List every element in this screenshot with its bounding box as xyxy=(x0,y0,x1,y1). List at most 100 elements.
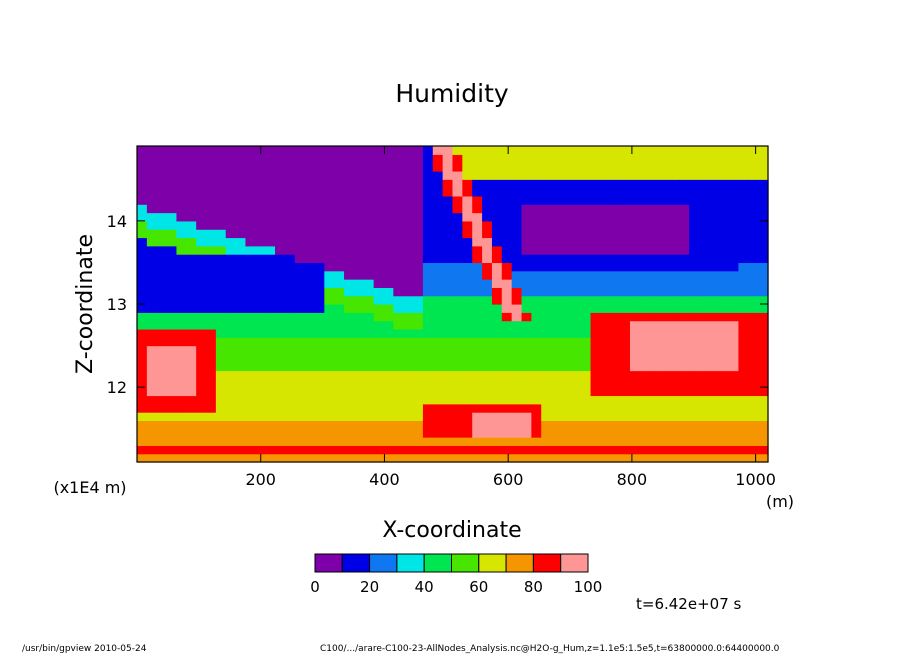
heatmap-cell xyxy=(659,420,671,430)
heatmap-cell xyxy=(472,254,483,264)
heatmap-cell xyxy=(196,187,207,197)
heatmap-cell xyxy=(294,162,306,172)
heatmap-cell xyxy=(551,328,562,338)
heatmap-cell xyxy=(620,445,631,455)
heatmap-cell xyxy=(314,295,325,305)
heatmap-cell xyxy=(206,320,217,330)
heatmap-cell xyxy=(442,378,454,388)
heatmap-cell xyxy=(265,395,276,405)
heatmap-cell xyxy=(265,270,276,280)
heatmap-cell xyxy=(196,154,207,164)
heatmap-cell xyxy=(275,295,286,305)
heatmap-cell xyxy=(639,237,651,247)
heatmap-cell xyxy=(649,412,661,422)
heatmap-cell xyxy=(235,395,247,405)
heatmap-cell xyxy=(521,195,532,205)
heatmap-cell xyxy=(304,279,316,288)
heatmap-cell xyxy=(413,195,424,205)
heatmap-cell xyxy=(472,370,483,380)
heatmap-cell xyxy=(353,162,365,172)
heatmap-cell xyxy=(580,195,592,205)
heatmap-cell xyxy=(738,220,749,230)
heatmap-cell xyxy=(659,445,671,455)
heatmap-cell xyxy=(758,204,769,214)
heatmap-cell xyxy=(314,362,325,372)
heatmap-cell xyxy=(501,395,513,405)
heatmap-cell xyxy=(639,287,651,297)
heatmap-cell xyxy=(758,220,769,230)
heatmap-cell xyxy=(560,387,572,397)
heatmap-cell xyxy=(294,179,306,189)
y-tick-label: 13 xyxy=(107,295,127,314)
heatmap-cell xyxy=(462,378,473,388)
heatmap-cell xyxy=(758,254,769,264)
heatmap-cell xyxy=(521,328,532,338)
heatmap-cell xyxy=(344,320,355,330)
heatmap-cell xyxy=(432,220,444,230)
heatmap-cell xyxy=(570,412,582,422)
heatmap-cell xyxy=(679,212,690,222)
heatmap-cell xyxy=(649,162,661,172)
heatmap-cell xyxy=(600,254,611,264)
heatmap-cell xyxy=(225,237,237,247)
heatmap-cell xyxy=(176,362,187,372)
heatmap-cell xyxy=(679,437,690,446)
heatmap-cell xyxy=(580,387,592,397)
heatmap-cell xyxy=(629,254,641,264)
heatmap-cell xyxy=(344,453,355,463)
heatmap-cell xyxy=(265,304,276,313)
heatmap-cell xyxy=(689,295,700,305)
x-tick-label: 200 xyxy=(245,470,276,489)
heatmap-cell xyxy=(649,312,661,322)
heatmap-cell xyxy=(156,320,168,330)
heatmap-cell xyxy=(265,204,276,214)
heatmap-cell xyxy=(186,262,197,272)
heatmap-cell xyxy=(334,362,345,372)
heatmap-cell xyxy=(472,245,483,255)
heatmap-cell xyxy=(649,146,661,155)
heatmap-cell xyxy=(334,370,345,380)
heatmap-cell xyxy=(166,320,178,330)
heatmap-cell xyxy=(758,387,769,397)
heatmap-cell xyxy=(215,353,227,363)
heatmap-cell xyxy=(590,304,601,313)
heatmap-cell xyxy=(196,237,207,247)
heatmap-cell xyxy=(176,328,187,338)
heatmap-cell xyxy=(137,262,148,272)
heatmap-cell xyxy=(590,437,601,446)
heatmap-cell xyxy=(146,154,158,164)
heatmap-cell xyxy=(413,353,424,363)
heatmap-cell xyxy=(225,146,237,155)
heatmap-cell xyxy=(590,212,601,222)
heatmap-cell xyxy=(462,262,473,272)
heatmap-cell xyxy=(659,378,671,388)
heatmap-cell xyxy=(393,412,404,422)
heatmap-cell xyxy=(186,437,197,446)
heatmap-cell xyxy=(373,453,385,463)
heatmap-cell xyxy=(541,445,552,455)
heatmap-cell xyxy=(679,428,690,438)
heatmap-cell xyxy=(206,254,217,264)
heatmap-cell xyxy=(442,328,454,338)
heatmap-cell xyxy=(156,312,168,322)
heatmap-cell xyxy=(235,370,247,380)
heatmap-cell xyxy=(482,403,493,413)
heatmap-cell xyxy=(560,453,572,463)
heatmap-cell xyxy=(344,362,355,372)
heatmap-cell xyxy=(206,403,217,413)
heatmap-cell xyxy=(698,337,710,347)
heatmap-cell xyxy=(186,254,197,264)
heatmap-cell xyxy=(324,395,335,405)
heatmap-cell xyxy=(304,312,316,322)
heatmap-cell xyxy=(137,295,148,305)
heatmap-cell xyxy=(511,378,523,388)
heatmap-cell xyxy=(225,220,237,230)
heatmap-cell xyxy=(659,370,671,380)
heatmap-cell xyxy=(708,353,720,363)
heatmap-cell xyxy=(403,170,414,180)
heatmap-cell xyxy=(422,328,434,338)
heatmap-cell xyxy=(186,204,197,214)
heatmap-cell xyxy=(275,387,286,397)
heatmap-cell xyxy=(196,412,207,422)
